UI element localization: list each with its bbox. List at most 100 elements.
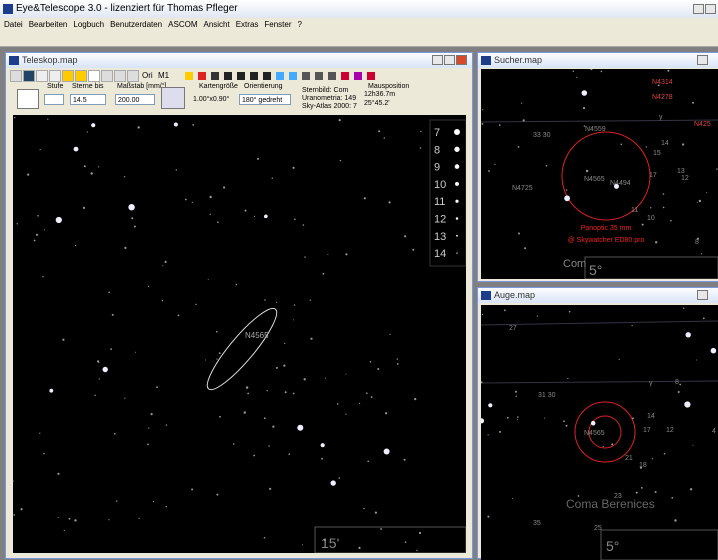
star [276,301,278,303]
star [377,368,380,370]
map-label: 13 [677,168,685,175]
tool-button[interactable] [237,72,245,80]
star [418,531,422,535]
tool-button[interactable] [185,72,193,80]
tool-button[interactable] [198,72,206,80]
menu-item[interactable]: ? [297,20,302,29]
tool-button[interactable] [114,70,126,82]
star [581,90,588,96]
star [232,443,235,445]
star [272,425,275,428]
tool-button[interactable]: Ori [142,71,153,80]
magnitude-dot [455,181,459,186]
map-label: γ [659,114,663,121]
massstab-input[interactable]: 200.00 [115,94,155,105]
tool-button[interactable]: M1 [158,71,170,80]
star [57,517,59,518]
tool-button[interactable] [367,72,375,80]
auge-map[interactable]: Coma Berenices 5° 27 γ 31 30 N4565 17 12 14 21 1… [481,305,718,560]
star [191,488,194,491]
star [506,416,509,419]
star-button[interactable] [17,89,39,109]
star [517,416,519,418]
star [366,392,368,395]
star [512,497,514,499]
menu-item[interactable]: Bearbeiten [28,20,68,29]
sucher-map[interactable]: Panoptic 35 mm @ Skywatcher ED80 pro 5° … [481,69,718,279]
minimize[interactable] [697,290,708,300]
teleskop-map[interactable]: N4565 15' 7 8 9 10 11 12 13 14 [13,115,466,553]
close[interactable] [456,55,467,65]
magnitude-dot [456,234,458,237]
minimize[interactable] [697,55,708,65]
star [327,253,329,255]
label: Mausposition [368,83,410,90]
star [692,101,694,104]
tool-button[interactable] [263,72,271,80]
star [374,511,377,514]
star [404,235,407,238]
maximize[interactable] [444,55,455,65]
tool-button[interactable] [10,70,22,82]
star [412,248,415,251]
menu-item[interactable]: Datei [4,20,23,29]
menu-item[interactable]: Logbuch [73,20,105,29]
star [191,201,193,203]
star [641,223,644,226]
label: Orientierung [244,83,283,90]
tool-button[interactable] [276,72,284,80]
star [16,223,18,225]
star [218,352,221,354]
star [288,453,291,456]
star [369,361,372,363]
star [577,495,580,497]
sterne-input[interactable]: 14.5 [70,94,106,105]
tool-button[interactable] [328,72,336,80]
tool-button[interactable] [88,70,100,82]
stufe-select[interactable] [44,94,64,105]
tool-button[interactable] [315,72,323,80]
tool-button[interactable] [62,70,74,82]
star [695,359,697,361]
tool-button[interactable] [211,72,219,80]
menu-item[interactable]: Ansicht [203,20,230,29]
menu-item[interactable]: ASCOM [168,20,198,29]
star [110,348,112,350]
star [396,363,399,365]
star [90,172,93,175]
menu-item[interactable]: Benutzerdaten [110,20,163,29]
tool-button[interactable] [127,70,139,82]
menu-item[interactable]: Extras [235,20,259,29]
orientation-select[interactable]: 180° gedreht [239,94,291,105]
map-label: 15 [653,150,661,157]
magnitude-label: 7 [434,127,440,139]
star [108,519,110,521]
minimize[interactable] [693,4,704,14]
star [161,300,164,302]
minimize[interactable] [432,55,443,65]
tool-button[interactable] [36,70,48,82]
tool-button[interactable] [341,72,349,80]
star [216,493,219,496]
star [244,209,247,212]
eye-button[interactable] [161,87,185,109]
magnitude-legend [429,119,466,267]
window-icon [481,56,491,65]
star [706,191,708,193]
tool-button[interactable] [224,72,232,80]
star [583,125,586,127]
star [345,413,347,415]
tool-button[interactable] [250,72,258,80]
tool-button[interactable] [289,72,297,80]
maximize[interactable] [705,4,716,14]
app-title: Eye&Telescope 3.0 - lizenziert für Thoma… [16,3,238,14]
menu-item[interactable]: Fenster [264,20,292,29]
tool-button[interactable] [49,70,61,82]
tool-button[interactable] [302,72,310,80]
tool-button[interactable] [75,70,87,82]
tool-button[interactable] [354,72,362,80]
tool-button[interactable] [101,70,113,82]
star [396,358,398,360]
tool-button[interactable] [23,70,35,82]
star [650,207,652,209]
